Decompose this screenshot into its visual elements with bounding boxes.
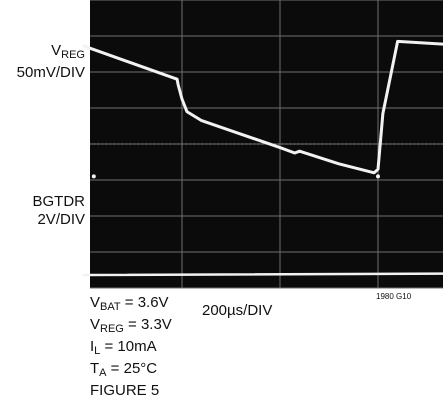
- figure-code: 1980 G10: [376, 292, 412, 301]
- vreg-channel-label: VREG 50mV/DIV: [17, 42, 85, 82]
- bgtdr-scale-label: 2V/DIV: [37, 211, 85, 228]
- oscilloscope-traces: [82, 39, 443, 277]
- bgtdr-pulse-dot: [91, 174, 96, 179]
- condition-ta: TA = 25°C: [90, 360, 158, 379]
- bgtdr-pulse-dot: [376, 174, 380, 179]
- vreg-trace: [82, 39, 443, 175]
- vreg-label-name: V: [51, 42, 62, 59]
- bgtdr-label-name: BGTDR: [32, 193, 86, 210]
- bgtdr-trace: [82, 272, 443, 277]
- test-conditions: VBAT = 3.6V VREG = 3.3V IL = 10mA TA = 2…: [90, 294, 172, 399]
- oscilloscope-grid: [90, 0, 443, 289]
- condition-vreg: VREG = 3.3V: [90, 316, 172, 335]
- vreg-label-sub: REG: [61, 49, 85, 61]
- timebase-label: 200µs/DIV: [202, 302, 273, 319]
- bgtdr-channel-label: BGTDR 2V/DIV: [33, 193, 86, 229]
- condition-vbat: VBAT = 3.6V: [90, 294, 169, 313]
- condition-il: IL = 10mA: [90, 338, 157, 357]
- vreg-scale-label: 50mV/DIV: [16, 64, 85, 81]
- figure-label: FIGURE 5: [90, 382, 160, 399]
